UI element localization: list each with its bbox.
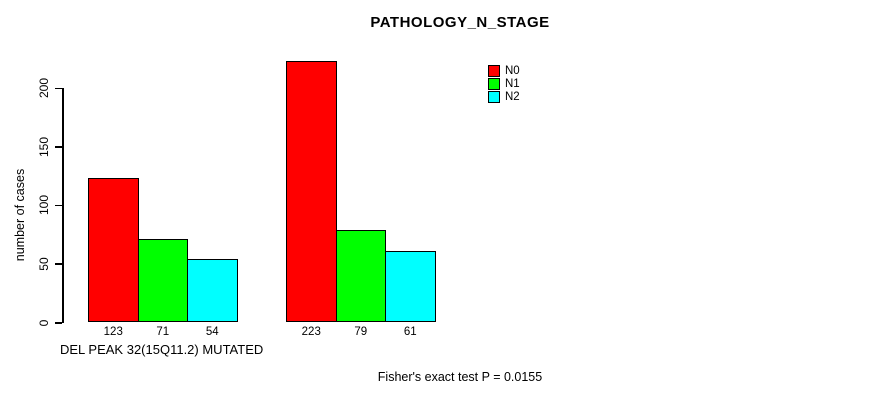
legend-swatch-n0 <box>488 64 500 77</box>
legend-label: N2 <box>505 90 520 103</box>
stats-footer-note: Fisher's exact test P = 0.0155 <box>377 370 543 384</box>
y-tick-mark <box>55 263 62 265</box>
bar-value-label: 61 <box>403 326 417 338</box>
legend-item-n2: N2 <box>488 90 520 103</box>
bar-n0-group2 <box>286 61 337 323</box>
y-tick-label: 50 <box>37 257 51 271</box>
legend-label: N0 <box>505 64 520 77</box>
legend: N0 N1 N2 <box>488 64 520 103</box>
y-tick-label: 150 <box>37 136 51 157</box>
y-tick-mark <box>55 204 62 207</box>
y-axis-line <box>62 88 64 323</box>
bar-value-label: 123 <box>103 326 123 338</box>
legend-swatch-n1 <box>488 77 500 90</box>
bar-n0-group1 <box>88 178 139 323</box>
y-tick-mark <box>55 322 62 324</box>
legend-item-n1: N1 <box>488 77 520 90</box>
y-axis-label: number of cases <box>13 168 27 262</box>
bar-value-label: 54 <box>205 326 219 338</box>
bar-value-label: 79 <box>354 326 368 338</box>
legend-item-n0: N0 <box>488 64 520 77</box>
y-tick-label: 200 <box>37 77 51 99</box>
legend-swatch-n2 <box>488 90 500 103</box>
y-tick-mark <box>55 87 62 89</box>
bar-value-label: 71 <box>156 326 170 338</box>
bar-n1-group2 <box>335 229 386 323</box>
y-tick-label: 0 <box>37 319 51 326</box>
bar-n2-group2 <box>385 250 436 323</box>
bar-n2-group1 <box>187 259 238 323</box>
bar-n1-group1 <box>137 239 188 323</box>
chart-title: PATHOLOGY_N_STAGE <box>370 14 550 31</box>
y-tick-mark <box>55 146 62 148</box>
x-axis-label: DEL PEAK 32(15Q11.2) MUTATED <box>60 342 264 357</box>
legend-label: N1 <box>505 77 520 90</box>
bar-value-label: 223 <box>301 326 321 338</box>
y-tick-label: 100 <box>37 195 51 216</box>
